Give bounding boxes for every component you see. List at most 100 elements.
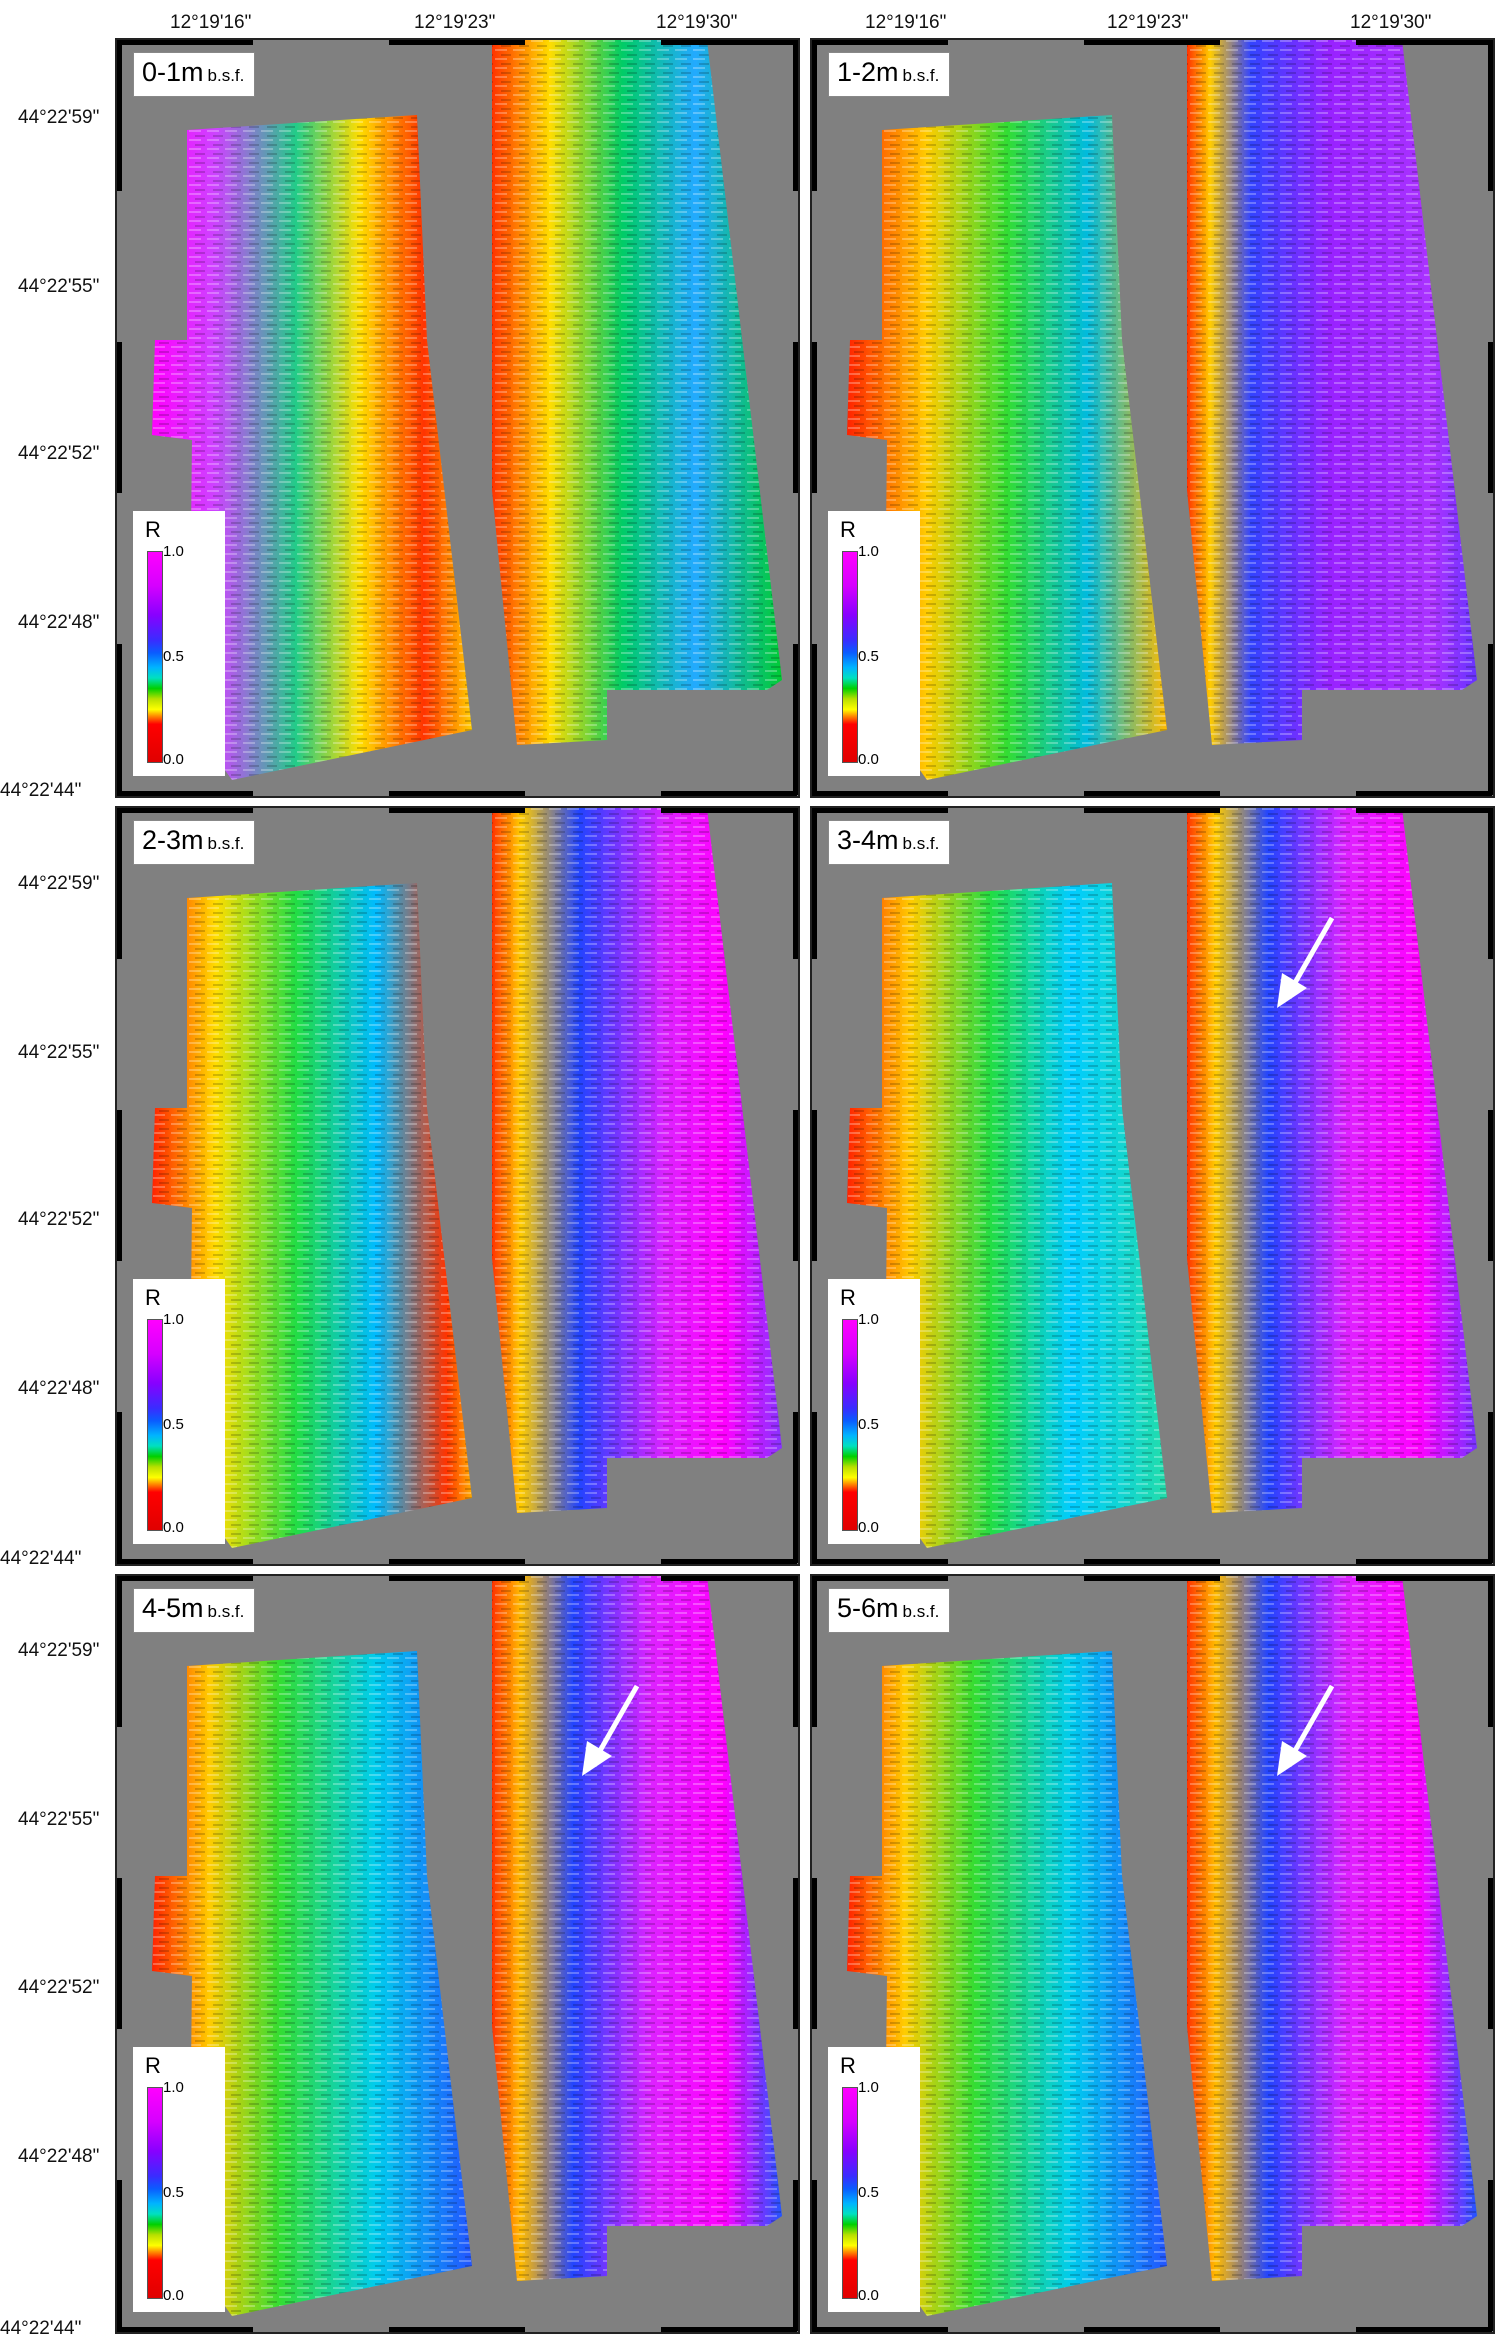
survey-strip-right-texture [1187, 808, 1477, 1513]
color-scale-legend: R 1.0 0.5 0.0 [133, 1279, 225, 1544]
legend-tick-label: 0.0 [163, 751, 184, 768]
legend-tick-label: 0.0 [163, 2287, 184, 2304]
frame-tick [812, 808, 948, 813]
frame-tick [1356, 40, 1492, 45]
legend-title: R [840, 1285, 856, 1310]
frame-tick [117, 1559, 253, 1564]
frame-tick [117, 2327, 253, 2332]
frame-tick [812, 644, 817, 795]
frame-tick [793, 342, 798, 493]
map-panel-5-6m: 5-6m b.s.f. R 1.0 0.5 0.0 [810, 1574, 1495, 2334]
depth-range: 2-3m [142, 825, 204, 855]
color-scale-legend: R 1.0 0.5 0.0 [828, 1279, 920, 1544]
depth-range: 0-1m [142, 57, 204, 87]
frame-tick [1356, 1576, 1492, 1581]
top-axis-left-tick-2: 12°19'23" [414, 12, 496, 33]
map-canvas [812, 808, 1493, 1564]
legend-title: R [840, 2053, 856, 2078]
frame-tick [389, 808, 525, 813]
depth-label: 0-1m b.s.f. [133, 52, 256, 97]
color-scale-legend: R 1.0 0.5 0.0 [828, 2047, 920, 2312]
depth-range: 5-6m [837, 1593, 899, 1623]
depth-label: 3-4m b.s.f. [828, 820, 951, 865]
legend-tick-label: 1.0 [163, 543, 184, 560]
legend-title: R [145, 517, 161, 542]
frame-tick [1084, 1559, 1220, 1564]
depth-label: 4-5m b.s.f. [133, 1588, 256, 1633]
frame-tick [661, 1576, 797, 1581]
survey-strip-right-texture [492, 1576, 782, 2281]
map-canvas [117, 1576, 798, 2332]
left-axis-row1-tick-1: 44°22'59" [18, 107, 100, 128]
depth-range: 3-4m [837, 825, 899, 855]
left-axis-row1-tick-3: 44°22'52" [18, 443, 100, 464]
legend-tick-label: 1.0 [858, 1311, 879, 1328]
frame-tick [793, 1878, 798, 2029]
frame-tick [812, 1576, 948, 1581]
frame-tick [793, 1412, 798, 1563]
map-canvas [117, 808, 798, 1564]
depth-label: 1-2m b.s.f. [828, 52, 951, 97]
frame-tick [812, 1412, 817, 1563]
survey-strip-left-texture [847, 1651, 1167, 2316]
depth-range: 1-2m [837, 57, 899, 87]
map-canvas [812, 1576, 1493, 2332]
frame-tick [1356, 791, 1492, 796]
frame-tick [1488, 1110, 1493, 1261]
frame-tick [117, 342, 122, 493]
legend-tick-label: 1.0 [163, 2079, 184, 2096]
frame-tick [793, 2180, 798, 2331]
left-axis-row3-tick-5: 44°22'44" [0, 2318, 82, 2339]
top-axis-right-tick-3: 12°19'30" [1350, 12, 1432, 33]
legend-tick-label: 1.0 [163, 1311, 184, 1328]
legend-tick-label: 1.0 [858, 543, 879, 560]
left-axis-row2-tick-2: 44°22'55" [18, 1042, 100, 1063]
left-axis-row1-tick-5: 44°22'44" [0, 780, 82, 801]
frame-tick [1488, 1412, 1493, 1563]
frame-tick [1488, 1576, 1493, 1727]
left-axis-row2-tick-3: 44°22'52" [18, 1209, 100, 1230]
left-axis-row2-tick-5: 44°22'44" [0, 1548, 82, 1569]
arrow-shaft [1289, 916, 1335, 990]
survey-strip-left-texture [152, 115, 472, 780]
frame-tick [117, 644, 122, 795]
frame-tick [1356, 1559, 1492, 1564]
depth-unit: b.s.f. [902, 834, 940, 853]
legend-tick-label: 0.5 [858, 2184, 879, 2201]
frame-tick [1488, 644, 1493, 795]
frame-tick [812, 40, 817, 191]
left-axis-row3-tick-2: 44°22'55" [18, 1809, 100, 1830]
depth-unit: b.s.f. [207, 1602, 245, 1621]
color-scale-legend: R 1.0 0.5 0.0 [133, 511, 225, 776]
frame-tick [812, 808, 817, 959]
legend-tick-label: 0.5 [163, 2184, 184, 2201]
frame-tick [812, 342, 817, 493]
arrow-shaft [594, 1684, 640, 1758]
color-scale-bar [147, 1319, 163, 1531]
color-scale-bar [842, 551, 858, 763]
left-axis-row2-tick-4: 44°22'48" [18, 1378, 100, 1399]
legend-tick-label: 0.0 [163, 1519, 184, 1536]
left-axis-row3-tick-3: 44°22'52" [18, 1977, 100, 1998]
frame-tick [117, 791, 253, 796]
frame-tick [812, 791, 948, 796]
legend-tick-label: 0.5 [163, 1416, 184, 1433]
left-axis-row3-tick-4: 44°22'48" [18, 2146, 100, 2167]
frame-tick [389, 2327, 525, 2332]
color-scale-legend: R 1.0 0.5 0.0 [828, 511, 920, 776]
frame-tick [1488, 342, 1493, 493]
survey-strip-right-texture [1187, 1576, 1477, 2281]
legend-tick-label: 0.0 [858, 2287, 879, 2304]
frame-tick [1356, 2327, 1492, 2332]
legend-title: R [840, 517, 856, 542]
frame-tick [1084, 808, 1220, 813]
depth-label: 5-6m b.s.f. [828, 1588, 951, 1633]
frame-tick [1084, 40, 1220, 45]
legend-tick-label: 0.5 [163, 648, 184, 665]
map-canvas [812, 40, 1493, 796]
depth-unit: b.s.f. [207, 66, 245, 85]
legend-title: R [145, 1285, 161, 1310]
map-panel-1-2m: 1-2m b.s.f. R 1.0 0.5 0.0 [810, 38, 1495, 798]
frame-tick [117, 40, 253, 45]
frame-tick [117, 808, 253, 813]
